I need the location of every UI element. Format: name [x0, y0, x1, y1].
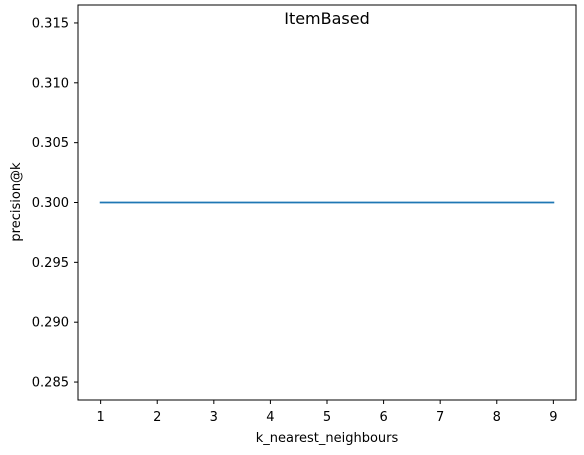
x-tick-label: 9: [549, 410, 557, 425]
chart-title: ItemBased: [284, 9, 370, 28]
y-tick-label: 0.305: [32, 136, 69, 151]
y-tick-label: 0.315: [32, 16, 69, 31]
x-tick-label: 5: [323, 410, 331, 425]
y-tick-label: 0.310: [32, 76, 69, 91]
x-axis-label: k_nearest_neighbours: [256, 431, 399, 446]
y-tick-label: 0.290: [32, 316, 69, 331]
x-tick-label: 3: [210, 410, 218, 425]
x-tick-label: 1: [96, 410, 104, 425]
y-tick-label: 0.285: [32, 376, 69, 391]
x-axis-ticks: 1 2 3 4 5 6 7 8 9: [96, 400, 558, 425]
y-axis-label: precision@k: [9, 162, 24, 242]
x-tick-label: 6: [379, 410, 387, 425]
y-axis-ticks: 0.285 0.290 0.295 0.300 0.305 0.310 0.315: [32, 16, 78, 391]
plot-area: [77, 4, 577, 401]
x-tick-label: 7: [436, 410, 444, 425]
y-tick-label: 0.300: [32, 196, 69, 211]
x-tick-label: 4: [266, 410, 274, 425]
y-tick-label: 0.295: [32, 256, 69, 271]
x-tick-label: 8: [493, 410, 501, 425]
x-tick-label: 2: [153, 410, 161, 425]
